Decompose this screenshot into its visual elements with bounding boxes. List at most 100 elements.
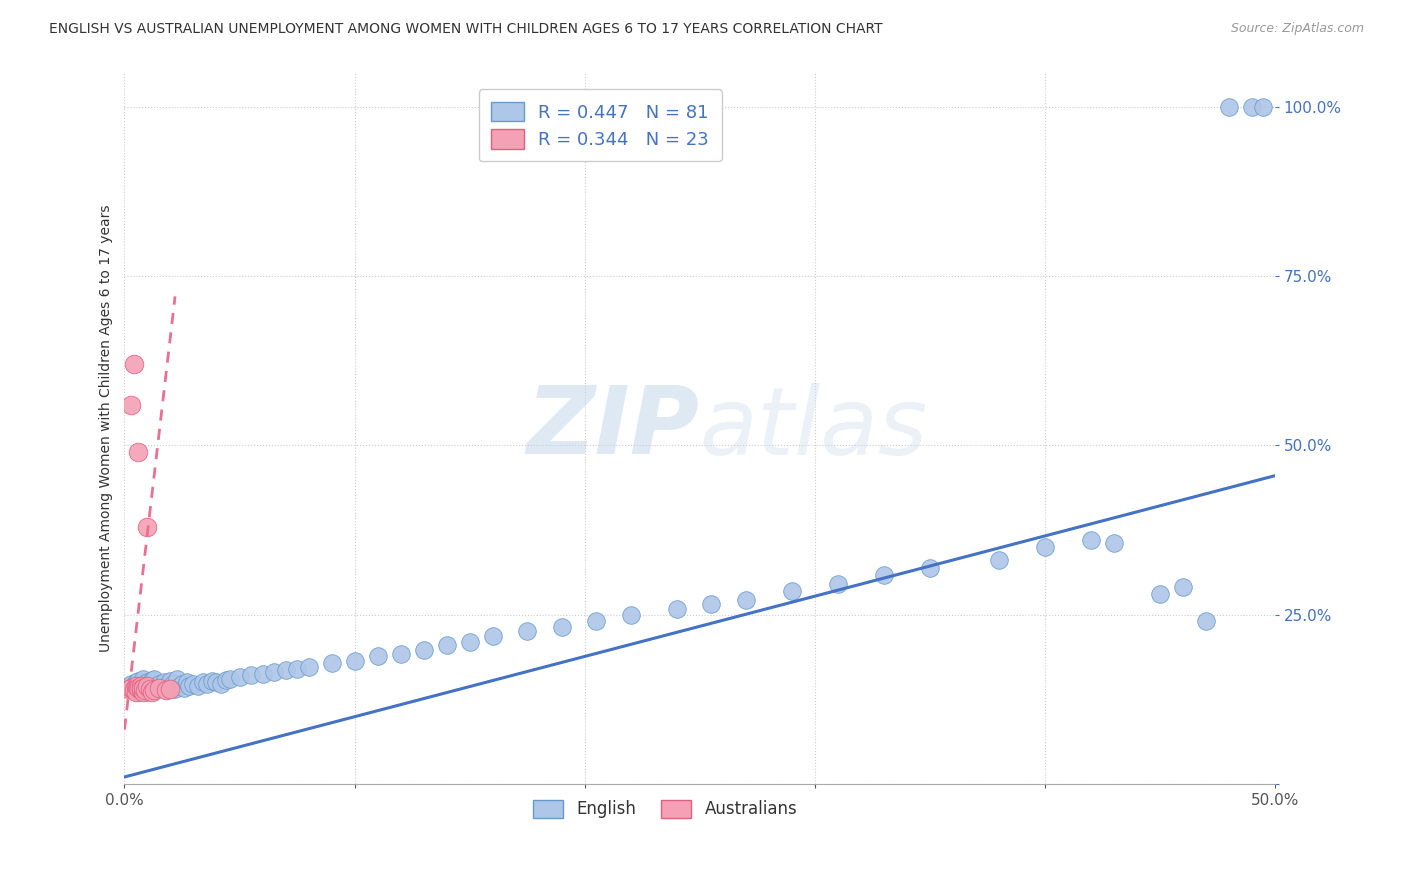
Point	[263, 665, 285, 679]
Point	[132, 672, 155, 686]
Y-axis label: Unemployment Among Women with Children Ages 6 to 17 years: Unemployment Among Women with Children A…	[100, 204, 114, 652]
Point	[412, 642, 434, 657]
Point	[1240, 100, 1263, 114]
Point	[159, 681, 181, 696]
Point	[127, 673, 149, 688]
Point	[169, 679, 191, 693]
Point	[143, 672, 166, 686]
Point	[129, 681, 152, 695]
Point	[1080, 533, 1102, 547]
Point	[155, 683, 177, 698]
Point	[219, 672, 242, 686]
Point	[143, 681, 166, 696]
Point	[1102, 536, 1125, 550]
Point	[215, 673, 238, 688]
Point	[1033, 540, 1056, 554]
Point	[139, 676, 162, 690]
Point	[134, 679, 156, 693]
Point	[205, 675, 228, 690]
Point	[139, 681, 162, 695]
Point	[516, 624, 538, 639]
Point	[150, 681, 173, 695]
Point	[136, 679, 159, 693]
Point	[136, 675, 159, 690]
Point	[176, 675, 198, 690]
Text: ENGLISH VS AUSTRALIAN UNEMPLOYMENT AMONG WOMEN WITH CHILDREN AGES 6 TO 17 YEARS : ENGLISH VS AUSTRALIAN UNEMPLOYMENT AMONG…	[49, 22, 883, 37]
Point	[141, 683, 163, 698]
Point	[872, 568, 894, 582]
Point	[122, 357, 145, 371]
Point	[127, 685, 149, 699]
Point	[297, 660, 319, 674]
Point	[125, 679, 148, 693]
Point	[285, 662, 308, 676]
Point	[127, 681, 149, 695]
Point	[141, 685, 163, 699]
Point	[170, 676, 193, 690]
Point	[827, 577, 849, 591]
Point	[166, 672, 188, 686]
Point	[127, 445, 149, 459]
Point	[191, 675, 214, 690]
Point	[436, 638, 458, 652]
Point	[125, 685, 148, 699]
Point	[120, 676, 142, 690]
Point	[780, 583, 803, 598]
Point	[136, 519, 159, 533]
Point	[165, 681, 187, 696]
Point	[129, 681, 152, 696]
Text: ZIP: ZIP	[527, 383, 700, 475]
Point	[201, 673, 224, 688]
Point	[139, 681, 162, 696]
Point	[252, 667, 274, 681]
Point	[458, 634, 481, 648]
Legend: English, Australians: English, Australians	[526, 793, 804, 825]
Point	[120, 398, 142, 412]
Point	[122, 681, 145, 695]
Point	[1251, 100, 1274, 114]
Point	[481, 629, 503, 643]
Point	[148, 676, 170, 690]
Point	[173, 681, 195, 695]
Point	[987, 553, 1010, 567]
Point	[700, 598, 723, 612]
Point	[367, 649, 389, 664]
Point	[389, 647, 412, 661]
Point	[918, 561, 941, 575]
Point	[125, 675, 148, 690]
Point	[195, 676, 218, 690]
Point	[132, 681, 155, 695]
Point	[187, 679, 209, 693]
Point	[134, 683, 156, 698]
Point	[274, 663, 297, 677]
Point	[129, 679, 152, 693]
Point	[177, 679, 200, 693]
Point	[145, 679, 167, 693]
Point	[734, 592, 756, 607]
Point	[152, 675, 174, 690]
Point	[1195, 614, 1218, 628]
Point	[118, 679, 141, 693]
Point	[620, 607, 643, 622]
Point	[321, 657, 343, 671]
Point	[162, 676, 184, 690]
Point	[240, 668, 263, 682]
Point	[125, 683, 148, 698]
Point	[136, 685, 159, 699]
Point	[1171, 581, 1194, 595]
Point	[183, 676, 205, 690]
Point	[122, 683, 145, 698]
Point	[343, 654, 366, 668]
Point	[134, 681, 156, 696]
Point	[148, 681, 170, 695]
Point	[209, 676, 232, 690]
Point	[141, 673, 163, 688]
Text: Source: ZipAtlas.com: Source: ZipAtlas.com	[1230, 22, 1364, 36]
Point	[129, 676, 152, 690]
Point	[143, 683, 166, 698]
Point	[129, 683, 152, 698]
Point	[120, 681, 142, 695]
Point	[118, 681, 141, 696]
Point	[159, 673, 181, 688]
Point	[132, 685, 155, 699]
